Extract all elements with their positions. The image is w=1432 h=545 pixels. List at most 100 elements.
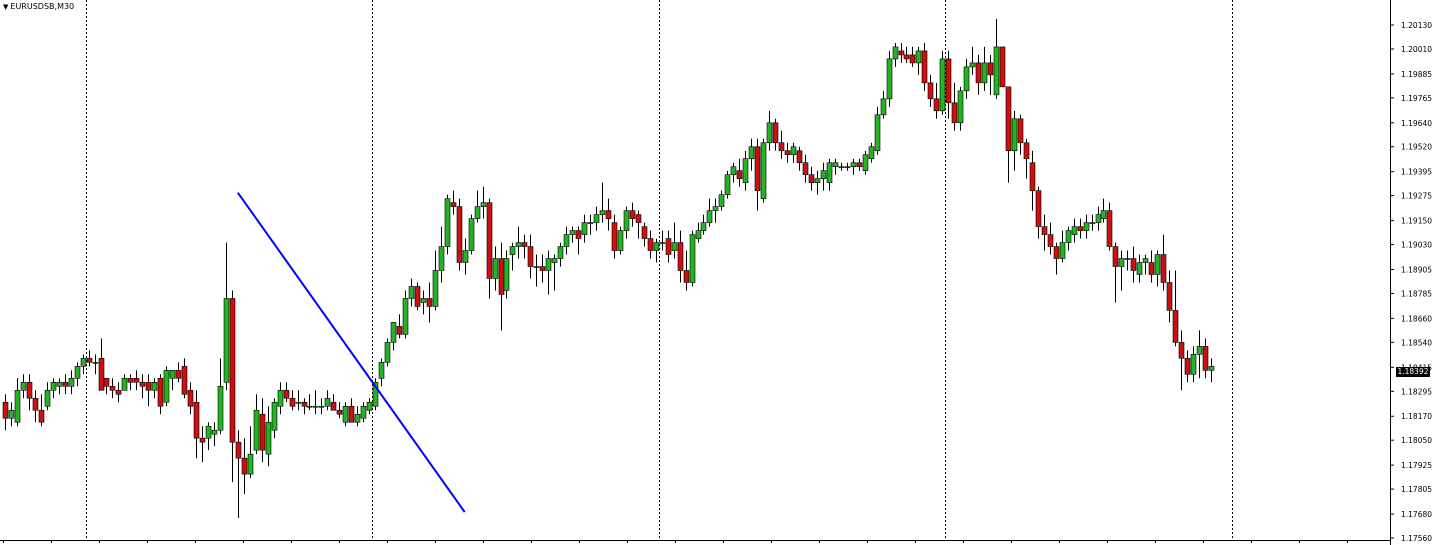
candle-body: [1035, 190, 1042, 227]
candle-body: [1208, 366, 1215, 371]
candle: [892, 42, 899, 67]
candle: [2, 394, 9, 431]
candle: [533, 254, 540, 287]
candle-body: [1106, 210, 1113, 247]
candle-body: [1041, 226, 1048, 235]
candle-body: [1077, 226, 1084, 231]
candle: [772, 118, 779, 151]
price-tick-label: 1.17560: [1401, 534, 1432, 543]
candle: [241, 438, 248, 495]
candle-body: [1160, 254, 1167, 283]
candle-body: [1089, 222, 1096, 224]
candle: [420, 290, 427, 315]
candle: [1136, 254, 1143, 283]
candle: [1196, 330, 1203, 379]
candle: [318, 398, 325, 415]
candle-body: [384, 342, 391, 363]
candle: [1035, 186, 1042, 239]
candle: [898, 42, 905, 63]
price-tick-label: 1.19640: [1401, 119, 1432, 128]
candle: [975, 54, 982, 95]
candle: [593, 206, 600, 231]
candle: [139, 374, 146, 399]
candle: [98, 338, 105, 391]
candle-body: [766, 122, 773, 144]
candle: [1029, 150, 1036, 211]
time-axis: [3, 540, 1348, 543]
candle: [509, 242, 516, 271]
candle: [677, 230, 684, 283]
candle: [1184, 350, 1191, 383]
candle-body: [623, 210, 630, 231]
candle-body: [390, 322, 397, 343]
candle: [265, 406, 272, 467]
candle-body: [223, 298, 230, 383]
candle: [223, 242, 230, 391]
candle-body: [32, 397, 39, 411]
candle-body: [772, 122, 779, 144]
chart-title: EURUSDSB,M30: [10, 2, 75, 11]
candle: [342, 402, 349, 427]
candle: [1178, 330, 1185, 391]
candle: [20, 374, 27, 399]
candle: [115, 382, 122, 403]
price-tick-label: 1.19275: [1401, 192, 1432, 201]
price-tick-label: 1.17680: [1401, 510, 1432, 519]
candle: [1059, 230, 1066, 263]
candle: [987, 54, 994, 95]
candle-body: [235, 441, 242, 459]
candle-body: [1053, 246, 1060, 259]
candle: [187, 382, 194, 415]
candle-body: [730, 166, 737, 175]
candle: [1053, 242, 1060, 275]
candle: [1148, 250, 1155, 283]
candle-body: [981, 62, 988, 84]
candle: [856, 158, 863, 171]
candle: [581, 214, 588, 243]
candle: [730, 162, 737, 183]
candle-body: [318, 405, 325, 408]
price-tick-label: 1.18295: [1401, 387, 1432, 396]
candle-body: [933, 98, 940, 112]
price-tick-label: 1.17805: [1401, 485, 1432, 494]
candle: [414, 282, 421, 311]
candle-body: [563, 234, 570, 247]
candle-body: [259, 413, 266, 451]
candle: [450, 190, 457, 215]
candle-body: [480, 202, 487, 207]
price-axis[interactable]: 1.20130 1.20010 1.19885 1.19765 1.19640 1.195…: [1390, 21, 1432, 543]
candle: [927, 74, 934, 107]
candle: [814, 170, 821, 195]
candle-body: [241, 457, 248, 475]
candle: [330, 394, 337, 411]
triangle-down-icon[interactable]: ▼: [3, 3, 9, 11]
candle-body: [163, 370, 170, 403]
candle-body: [289, 397, 296, 407]
candle: [44, 382, 51, 411]
candle: [14, 378, 21, 427]
candle-body: [724, 174, 731, 195]
candle-body: [1071, 226, 1078, 235]
trendline-layer[interactable]: [237, 192, 466, 513]
candle: [68, 370, 75, 395]
candle-body: [187, 389, 194, 407]
trendline[interactable]: [237, 192, 466, 513]
candle-body: [175, 370, 182, 379]
candle-body: [575, 230, 582, 239]
candle-body: [486, 202, 493, 279]
candle: [301, 398, 308, 415]
candle-body: [306, 405, 313, 408]
candle-body: [366, 401, 373, 411]
candle: [1065, 226, 1072, 251]
candle: [1089, 214, 1096, 231]
candle-body: [169, 370, 176, 379]
candle-body: [814, 178, 821, 183]
price-tick-label: 1.19150: [1401, 217, 1432, 226]
candle: [868, 142, 875, 163]
price-tick-label: 1.18660: [1401, 314, 1432, 323]
candle: [844, 162, 851, 171]
candle: [951, 82, 958, 131]
candle-body: [712, 206, 719, 211]
